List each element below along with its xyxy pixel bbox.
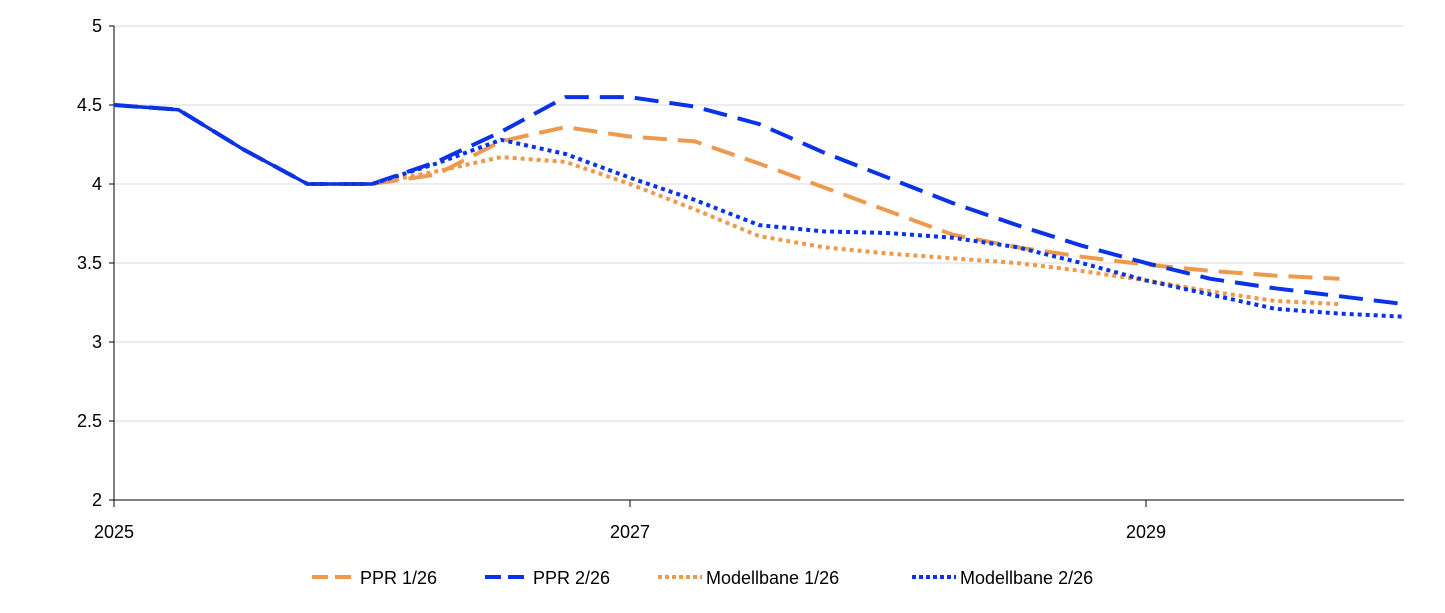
series-line-history [113, 103, 372, 186]
y-tick-label: 4 [92, 174, 102, 194]
series-line-modellbane-2-26 [371, 137, 1405, 319]
legend-label-ppr-2-26: PPR 2/26 [533, 568, 610, 588]
x-tick-label: 2027 [610, 522, 650, 542]
legend-label-modellbane-2-26: Modellbane 2/26 [960, 568, 1093, 588]
x-tick-label: 2025 [94, 522, 134, 542]
y-tick-label: 2.5 [77, 411, 102, 431]
y-tick-label: 2 [92, 490, 102, 510]
legend-label-ppr-1-26: PPR 1/26 [360, 568, 437, 588]
y-tick-label: 3.5 [77, 253, 102, 273]
series-line-ppr-1-26 [113, 103, 1340, 281]
y-tick-label: 5 [92, 16, 102, 36]
legend-label-modellbane-1-26: Modellbane 1/26 [706, 568, 839, 588]
y-tick-label: 4.5 [77, 95, 102, 115]
x-tick-label: 2029 [1126, 522, 1166, 542]
y-tick-labels: 2 2.5 3 3.5 4 4.5 5 [77, 16, 114, 510]
x-tick-labels: 2025 2027 2029 [94, 500, 1166, 542]
legend: PPR 1/26 PPR 2/26 Modellbane 1/26 Modellban… [312, 568, 1093, 588]
series-line-ppr-2-26 [113, 95, 1405, 307]
y-tick-label: 3 [92, 332, 102, 352]
series-lines [113, 95, 1405, 319]
